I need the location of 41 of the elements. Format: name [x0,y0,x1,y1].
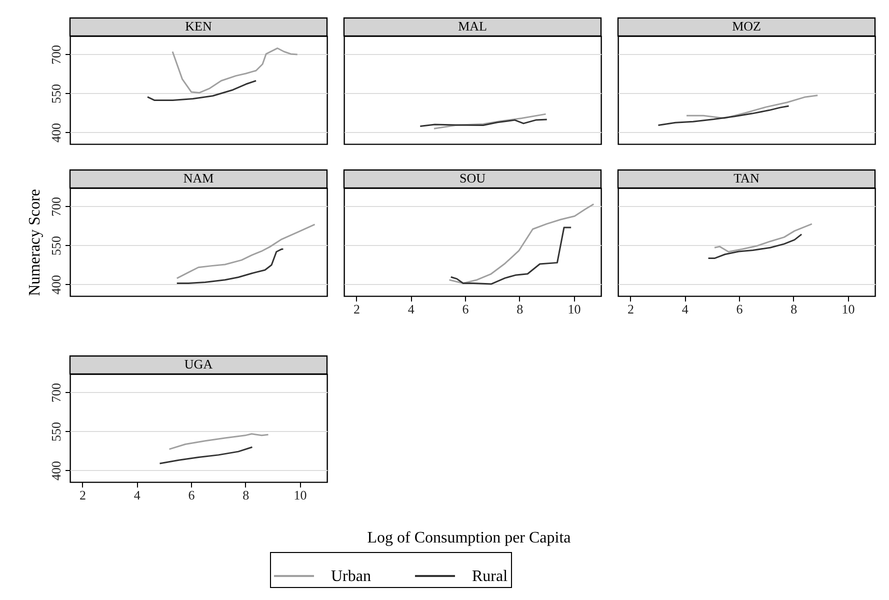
x-tick-label: 4 [134,488,141,502]
line-series [176,248,284,284]
chart-title: NAM [183,170,214,186]
line-series [168,433,270,450]
x-tick-label: 6 [736,302,744,316]
y-tick-label: 550 [48,84,64,104]
line-series [176,224,316,280]
x-tick-label: 8 [790,302,798,316]
x-tick-label: 6 [462,302,470,316]
legend-label: Urban [331,568,371,585]
legend-label: Rural [472,568,508,585]
line-series [172,47,298,94]
x-tick-label: 10 [568,302,581,316]
x-tick-label: 2 [627,302,634,316]
chart-title: KEN [185,18,212,34]
x-tick-label: 8 [242,488,250,502]
chart-title: SOU [459,170,486,186]
x-tick-label: 6 [188,488,196,502]
chart-title: UGA [184,356,214,372]
y-axis-title: Numeracy Score [26,188,44,296]
y-tick-label: 700 [48,196,64,216]
x-tick-label: 2 [79,488,86,502]
chart-title: TAN [734,170,760,186]
chart-title: MOZ [732,18,761,34]
x-tick-label: 8 [516,302,524,316]
y-tick-label: 400 [48,123,64,143]
x-tick-label: 10 [842,302,855,316]
x-axis-title: Log of Consumption per Capita [367,530,571,546]
y-tick-label: 700 [48,382,64,402]
x-tick-label: 2 [353,302,360,316]
x-tick-label: 4 [408,302,415,316]
chart-title: MAL [458,18,487,34]
x-tick-label: 4 [682,302,689,316]
line-series [158,446,253,464]
line-series [146,80,257,102]
y-tick-label: 550 [48,236,64,256]
y-tick-label: 550 [48,422,64,442]
y-tick-label: 400 [48,461,64,481]
y-tick-label: 400 [48,275,64,295]
x-tick-label: 10 [294,488,307,502]
y-tick-label: 700 [48,44,64,64]
